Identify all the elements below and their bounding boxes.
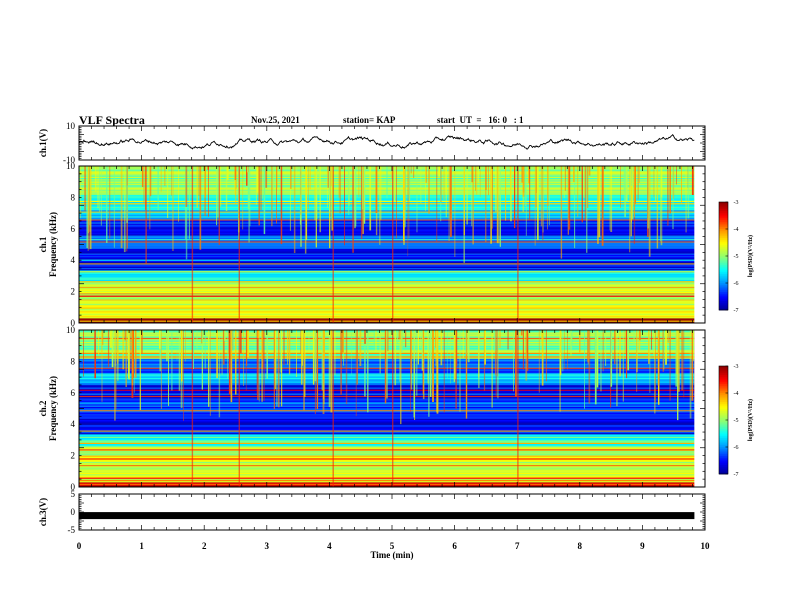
colorbar-label: log(PSD)(V²/Hz)	[747, 399, 754, 441]
ytick-label-panel2: 8	[71, 192, 76, 202]
ytick-label-panel2: 2	[71, 287, 76, 297]
date-label: Nov.25, 2021	[251, 115, 300, 125]
figure-title: VLF Spectra	[79, 113, 145, 127]
ylabel-panel2: Frequency (kHz)	[48, 212, 58, 277]
xtick-label: 2	[202, 541, 207, 551]
ylabel-panel4: ch.3(V)	[38, 498, 48, 526]
ytick-label-panel3: 6	[71, 388, 76, 398]
ytick-label-panel2: 4	[71, 255, 76, 265]
xtick-label: 9	[640, 541, 645, 551]
ytick-label-panel2: 10	[66, 161, 76, 171]
ylabel-panel3: ch.2	[38, 400, 48, 416]
colorbar-tick-label: -5	[734, 418, 739, 424]
ch3-signal-line	[79, 512, 695, 520]
xtick-label: 5	[390, 541, 395, 551]
ytick-label-panel3: 8	[71, 356, 76, 366]
ytick-label-panel1: -10	[63, 155, 75, 165]
xtick-label: 8	[578, 541, 583, 551]
spectrogram-ch2	[79, 330, 705, 488]
colorbar-tick-label: -6	[734, 281, 739, 287]
spectrogram-ch1	[79, 166, 705, 324]
xtick-label: 0	[77, 541, 82, 551]
xaxis-label: Time (min)	[370, 550, 413, 560]
colorbar-tick-label: -7	[734, 472, 739, 478]
ytick-label-panel1: 10	[66, 121, 76, 131]
ytick-label-panel3: 10	[66, 325, 76, 335]
xtick-label: 6	[452, 541, 457, 551]
xtick-label: 10	[701, 541, 711, 551]
ylabel-panel2: ch.1	[38, 236, 48, 252]
ytick-label-panel3: 4	[71, 419, 76, 429]
ytick-label-panel4: 0	[71, 507, 76, 517]
colorbar-ch2	[718, 365, 729, 475]
ytick-label-panel4: 5	[71, 489, 76, 499]
ylabel-panel1: ch.1(V)	[38, 129, 48, 157]
xtick-label: 1	[139, 541, 144, 551]
ytick-label-panel3: 0	[71, 482, 76, 492]
xtick-label: 4	[327, 541, 332, 551]
ytick-label-panel2: 0	[71, 318, 76, 328]
panel-frame-1	[78, 125, 706, 161]
ch1-waveform-line	[78, 134, 695, 150]
colorbar-tick-label: -3	[734, 200, 739, 206]
ytick-label-panel2: 6	[71, 224, 76, 234]
station-label: station= KAP	[343, 115, 396, 125]
xtick-label: 3	[265, 541, 270, 551]
colorbar-tick-label: -6	[734, 445, 739, 451]
colorbar-tick-label: -4	[734, 391, 739, 397]
colorbar-tick-label: -5	[734, 254, 739, 260]
ytick-label-panel3: 2	[71, 451, 76, 461]
xtick-label: 7	[515, 541, 520, 551]
colorbar-tick-label: -3	[734, 364, 739, 370]
colorbar-tick-label: -7	[734, 308, 739, 314]
colorbar-label: log(PSD)(V²/Hz)	[747, 235, 754, 277]
start-time-label: start UT = 16: 0 : 1	[437, 115, 524, 125]
panel-frame-4	[78, 493, 706, 531]
ylabel-panel3: Frequency (kHz)	[48, 376, 58, 441]
colorbar-ch1	[718, 201, 729, 311]
colorbar-tick-label: -4	[734, 227, 739, 233]
ytick-label-panel4: -5	[68, 525, 76, 535]
